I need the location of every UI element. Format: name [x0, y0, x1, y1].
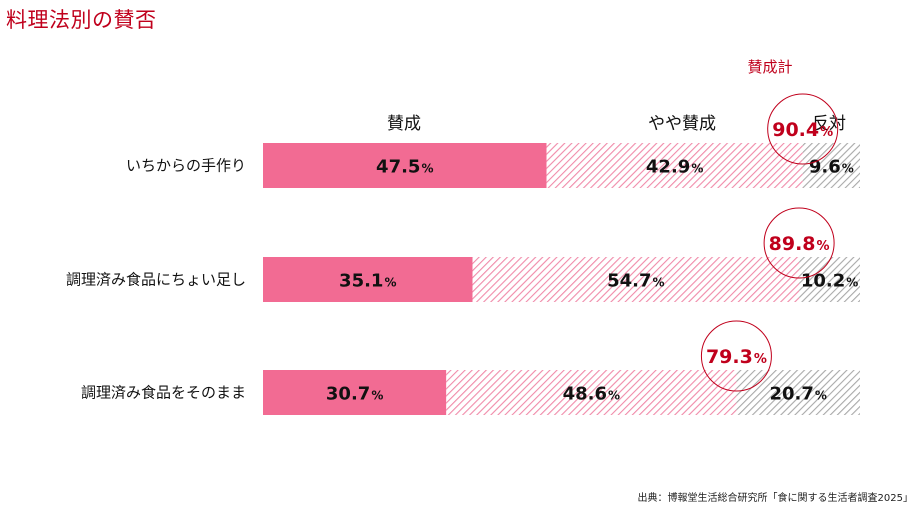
category-label: 調理済み食品にちょい足し — [66, 271, 246, 289]
legend-somewhat-agree: やや賛成 — [648, 114, 716, 134]
source-note: 出典：博報堂生活総合研究所「食に関する生活者調査2025」 — [637, 493, 913, 504]
category-label: 調理済み食品をそのまま — [81, 384, 246, 402]
bar-segment-agree — [263, 143, 547, 188]
bar-segment-disagree — [802, 143, 860, 188]
legend: 賛成 やや賛成 反対 賛成計 — [387, 58, 846, 134]
chart-title: 料理法別の賛否 — [6, 8, 157, 32]
data-label-agree: 30.7% — [326, 384, 383, 405]
bar-segment-somewhat-agree — [472, 257, 800, 302]
bar-segment-agree — [263, 257, 473, 302]
bar-segment-disagree — [736, 370, 860, 415]
bar-segment-disagree — [799, 257, 860, 302]
data-label-somewhat-agree: 54.7% — [607, 271, 664, 292]
total-circle — [763, 207, 835, 279]
data-label-disagree: 9.6% — [809, 157, 854, 178]
total-value-label: 89.8% — [769, 233, 830, 255]
total-circle — [767, 93, 839, 165]
data-label-somewhat-agree: 42.9% — [646, 157, 703, 178]
bar-segment-agree — [263, 370, 447, 415]
legend-agree: 賛成 — [387, 114, 421, 134]
data-label-disagree: 20.7% — [769, 384, 826, 405]
total-value-label: 79.3% — [706, 346, 767, 368]
total-circle — [700, 320, 772, 392]
total-value-label: 90.4% — [772, 119, 833, 141]
data-label-agree: 47.5% — [376, 157, 433, 178]
category-label: いちからの手作り — [126, 157, 246, 175]
data-label-somewhat-agree: 48.6% — [563, 384, 620, 405]
bars-layer: いちからの手作り 47.5% 42.9% 9.6% 90.4% 調理済み食品にちょい足し 3… — [66, 93, 860, 415]
legend-total-label: 賛成計 — [747, 58, 792, 76]
bar-segment-somewhat-agree — [546, 143, 803, 188]
bar-segment-somewhat-agree — [446, 370, 737, 415]
data-label-agree: 35.1% — [339, 271, 396, 292]
